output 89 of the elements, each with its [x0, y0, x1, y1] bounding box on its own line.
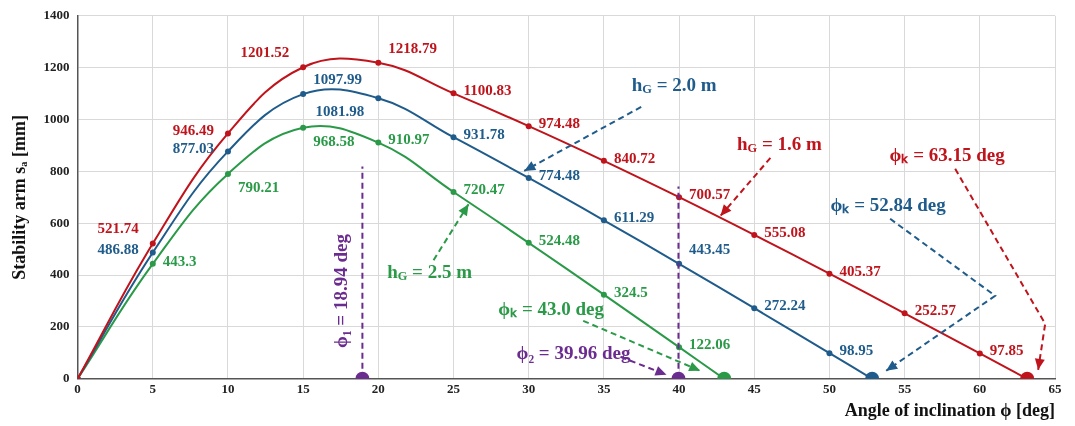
data-label: 790.21: [237, 178, 280, 195]
y-tick-label: 1000: [43, 110, 70, 126]
point: [600, 291, 607, 298]
data-label: 555.08: [764, 223, 806, 240]
point: [600, 157, 607, 164]
data-label: 1097.99: [313, 70, 362, 87]
point: [826, 350, 833, 357]
x-tick-label: 20: [371, 380, 385, 396]
text: h$_{G}$ = 2.5 m: [387, 261, 472, 283]
y-tick-label: 400: [50, 266, 70, 282]
point: [375, 95, 382, 102]
y-tick-label: 600: [50, 214, 70, 230]
point: [300, 91, 307, 98]
data-label: 524.48: [538, 231, 580, 248]
data-label: 443.3: [162, 252, 197, 269]
data-label: 98.95: [839, 342, 874, 359]
data-label: 931.78: [463, 126, 505, 143]
data-label: 521.74: [97, 220, 140, 237]
point: [149, 249, 156, 256]
ref-line-label: ϕ₂ = 39.96 deg: [516, 341, 631, 363]
x-tick-label: 65: [1048, 380, 1062, 396]
data-label: 840.72: [613, 149, 656, 166]
data-label: 720.47: [463, 180, 506, 197]
point: [751, 305, 758, 312]
data-label: 324.5: [613, 283, 648, 300]
x-tick-label: 60: [973, 380, 987, 396]
data-label: 272.24: [764, 297, 807, 314]
point: [375, 59, 382, 66]
x-tick-label: 55: [898, 380, 912, 396]
x-axis-title: Angle of inclination ϕ [deg]: [844, 399, 1055, 420]
x-tick-label: 25: [447, 380, 461, 396]
ref-line-label: ϕ₁ = 18.94 deg: [329, 233, 351, 348]
y-tick-label: 200: [50, 318, 70, 334]
x-tick-label: 45: [747, 380, 762, 396]
data-label: 910.97: [388, 131, 431, 148]
data-label: 774.48: [538, 166, 580, 183]
text: h$_{G}$ = 1.6 m: [737, 132, 822, 155]
point: [525, 174, 532, 181]
y-tick-label: 1200: [43, 59, 70, 75]
data-label: 877.03: [172, 140, 214, 157]
x-tick-label: 0: [74, 380, 81, 396]
x-tick-label: 15: [296, 380, 311, 396]
x-tick-label: 5: [149, 380, 157, 396]
data-label: 486.88: [97, 241, 139, 258]
x-tick-label: 40: [672, 380, 686, 396]
data-label: 968.58: [313, 132, 355, 149]
point: [450, 134, 457, 141]
data-label: 946.49: [172, 122, 214, 139]
point: [224, 130, 231, 137]
annotation: ϕₖ = 63.15 deg: [889, 143, 1005, 165]
data-label: 974.48: [538, 115, 580, 132]
y-tick-label: 0: [63, 370, 70, 386]
data-label: 1100.83: [463, 82, 512, 99]
y-tick-label: 800: [50, 162, 70, 178]
x-tick-label: 35: [597, 380, 611, 396]
data-label: 443.45: [689, 240, 731, 257]
data-label: 122.06: [689, 336, 731, 353]
data-label: 405.37: [839, 262, 882, 279]
point: [976, 350, 983, 357]
text: h$_{G}$ = 2.0 m: [631, 73, 717, 96]
data-label: 97.85: [989, 342, 1024, 359]
annotation: ϕₖ = 52.84 deg: [830, 193, 946, 215]
point: [149, 240, 156, 247]
x-tick-label: 50: [822, 380, 836, 396]
data-label: 1218.79: [388, 39, 438, 56]
point: [224, 170, 231, 177]
point: [149, 260, 156, 267]
point: [300, 124, 307, 131]
data-label: 1201.52: [240, 44, 290, 61]
point: [525, 123, 532, 130]
point: [826, 270, 833, 277]
data-label: 252.57: [914, 302, 957, 319]
point: [300, 64, 307, 71]
point: [450, 188, 457, 195]
annotation: ϕₖ = 43.0 deg: [498, 297, 605, 319]
point: [450, 90, 457, 97]
point: [224, 148, 231, 155]
x-tick-label: 30: [522, 380, 536, 396]
point: [375, 139, 382, 146]
data-label: 700.57: [689, 186, 731, 203]
point: [901, 310, 908, 317]
y-tick-label: 1400: [43, 7, 70, 23]
data-label: 1081.98: [315, 103, 365, 120]
x-tick-label: 10: [221, 380, 235, 396]
y-axis-title: Stability arm sₐ [mm]: [9, 114, 30, 280]
data-label: 611.29: [613, 209, 655, 226]
point: [751, 231, 758, 238]
point: [525, 239, 532, 246]
point: [600, 217, 607, 224]
